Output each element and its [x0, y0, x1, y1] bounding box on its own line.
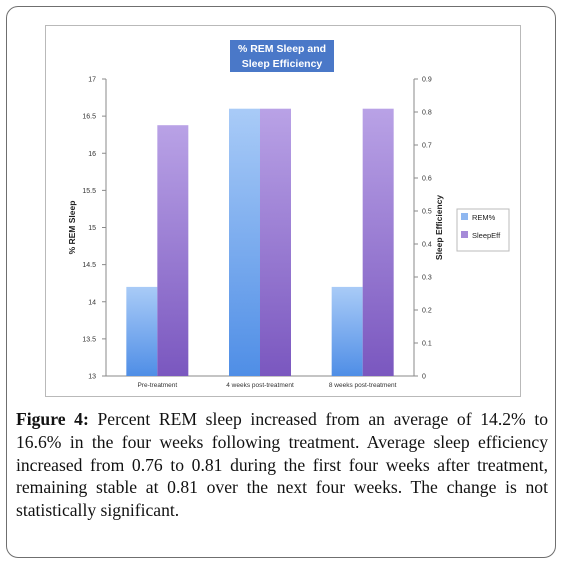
- legend-label-2: SleepEff: [472, 231, 501, 240]
- chart-title-line: Sleep Efficiency: [242, 58, 323, 70]
- right-tick-label: 0.7: [422, 143, 432, 150]
- legend-swatch-1: [461, 213, 468, 220]
- right-tick-label: 0.1: [422, 341, 432, 348]
- chart-title-box: [230, 40, 334, 72]
- left-tick-label: 14.5: [82, 262, 96, 269]
- x-tick-label: Pre-treatment: [137, 382, 177, 389]
- right-tick-label: 0.6: [422, 176, 432, 183]
- legend-label-1: REM%: [472, 213, 496, 222]
- caption-label: Figure 4:: [16, 409, 89, 429]
- left-tick-label: 15.5: [82, 188, 96, 195]
- figure-frame: [6, 6, 556, 558]
- left-tick-label: 13.5: [82, 336, 96, 343]
- left-axis-title: % REM Sleep: [67, 201, 77, 255]
- right-tick-label: 0.4: [422, 242, 432, 249]
- bar-chart: % REM Sleep and Sleep Efficiency 13 13.5 14 1…: [67, 40, 510, 389]
- right-tick-label: 0: [422, 374, 426, 381]
- left-tick-label: 16: [88, 151, 96, 158]
- bar-sleepeff-2: [260, 108, 291, 376]
- legend-swatch-2: [461, 231, 468, 238]
- right-tick-label: 0.5: [422, 209, 432, 216]
- figure-caption: Figure 4: Percent REM sleep increased fr…: [16, 408, 548, 522]
- chart-container: % REM Sleep and Sleep Efficiency 13 13.5 14 1…: [45, 25, 521, 397]
- caption-text: Percent REM sleep increased from an aver…: [16, 409, 549, 521]
- right-tick-label: 0.8: [422, 110, 432, 117]
- right-tick-label: 0.2: [422, 308, 432, 315]
- bar-rem-1: [126, 286, 158, 376]
- x-tick-label: 8 weeks post-treatment: [329, 382, 397, 389]
- left-tick-label: 17: [88, 77, 96, 84]
- bar-rem-2: [229, 108, 260, 376]
- bar-rem-3: [331, 286, 363, 376]
- chart-title-line: % REM Sleep and: [238, 43, 326, 55]
- right-tick-label: 0.9: [422, 77, 432, 84]
- bar-sleepeff-1: [157, 125, 189, 376]
- x-tick-label: 4 weeks post-treatment: [226, 382, 294, 389]
- right-tick-label: 0.3: [422, 275, 432, 282]
- left-tick-label: 14: [88, 299, 96, 306]
- left-tick-label: 15: [88, 225, 96, 232]
- left-tick-label: 13: [88, 374, 96, 381]
- right-axis-title: Sleep Efficiency: [434, 195, 444, 260]
- bar-sleepeff-3: [362, 108, 394, 376]
- left-tick-label: 16.5: [82, 114, 96, 121]
